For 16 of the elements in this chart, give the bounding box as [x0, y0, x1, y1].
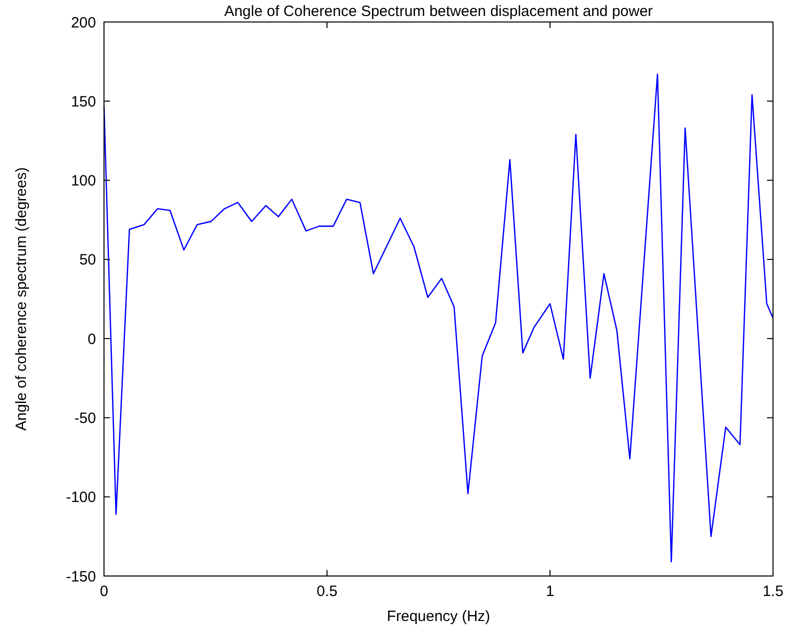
y-tick-label: -150 [66, 568, 96, 586]
y-tick-label: 50 [79, 252, 96, 269]
x-axis-title: Frequency (Hz) [386, 608, 490, 625]
chart-title: Angle of Coherence Spectrum between displacement and power [224, 3, 653, 20]
x-tick-label: 1.5 [762, 583, 784, 600]
y-tick-label: 200 [70, 14, 96, 32]
y-tick-label: -100 [66, 489, 96, 506]
y-tick-label: 0 [88, 330, 96, 348]
y-axis-title: Angle of coherence spectrum (degrees) [13, 167, 30, 431]
x-tick-label: 1 [546, 583, 554, 600]
line-series [103, 74, 774, 562]
y-tick-label: 150 [70, 93, 96, 110]
x-tick-label: 0.5 [316, 583, 338, 600]
x-tick-label: 0 [100, 583, 108, 600]
y-tick-label: -50 [74, 410, 96, 427]
y-tick-label: 100 [70, 172, 96, 190]
